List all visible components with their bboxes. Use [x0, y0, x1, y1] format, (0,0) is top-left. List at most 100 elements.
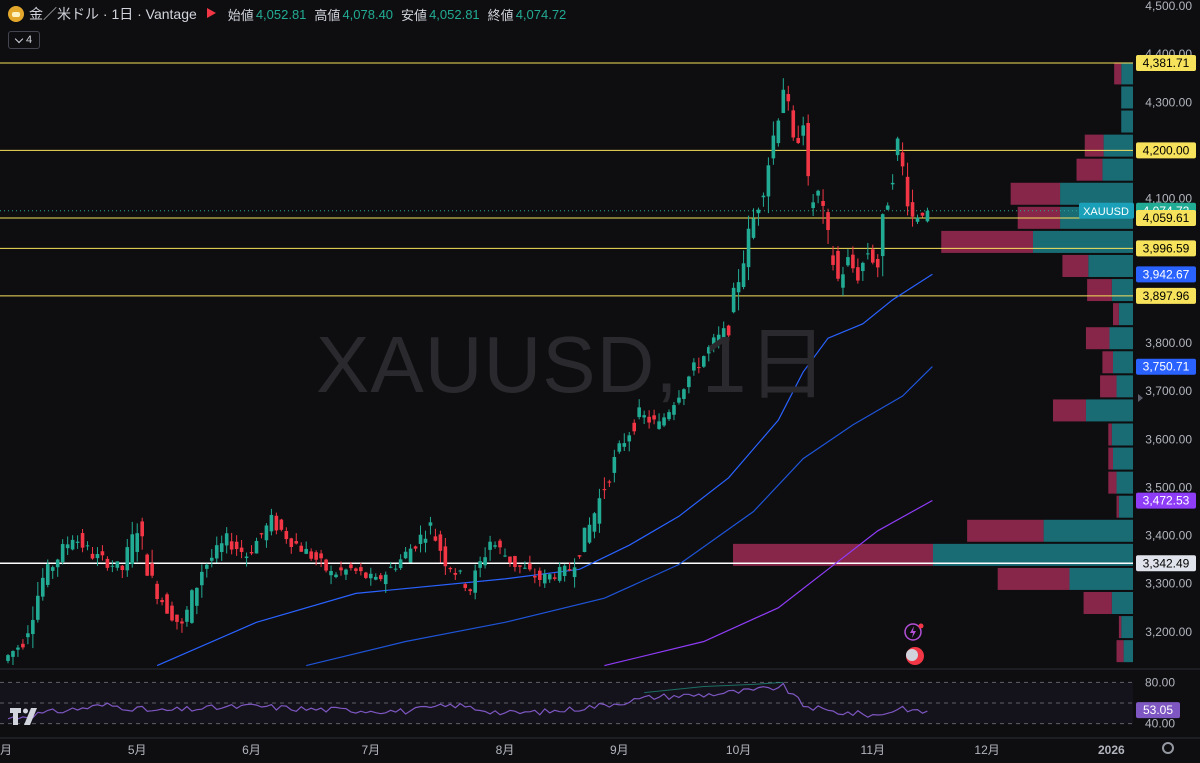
- candle-body: [756, 209, 761, 214]
- low-label: 安値: [401, 7, 428, 23]
- candle-body: [602, 489, 607, 491]
- candle-body: [706, 347, 711, 354]
- candle-body: [771, 135, 776, 159]
- candle-body: [741, 263, 746, 288]
- candle-body: [120, 565, 125, 571]
- candle-body: [383, 574, 388, 585]
- candle-body: [85, 545, 90, 547]
- volume-profile-up-bar: [1121, 62, 1133, 85]
- candle-body: [200, 571, 204, 586]
- candle-body: [130, 534, 135, 564]
- volume-profile-down-bar: [1116, 640, 1124, 663]
- candle-body: [567, 569, 572, 571]
- candle-body: [518, 565, 522, 567]
- candle-body: [254, 540, 259, 554]
- candle-body: [448, 567, 453, 570]
- candle-body: [408, 548, 413, 563]
- candle-body: [736, 282, 741, 293]
- candle-body: [547, 574, 552, 580]
- candle-body: [632, 422, 637, 432]
- symbol-price-tag: [1079, 202, 1134, 219]
- price-label-text: 3,342.49: [1143, 556, 1190, 570]
- candle-body: [269, 514, 274, 532]
- price-label-badge: [1136, 54, 1196, 71]
- candle-body: [105, 558, 110, 568]
- us-flag-inner-icon: [906, 649, 918, 661]
- volume-profile-down-bar: [967, 519, 1044, 542]
- candle-body: [289, 538, 294, 547]
- candle-body: [334, 574, 338, 578]
- candle-body: [791, 110, 796, 138]
- candle-body: [359, 567, 363, 572]
- candle-body: [711, 337, 716, 346]
- candle-body: [165, 594, 169, 614]
- volume-profile-up-bar: [1111, 592, 1133, 615]
- candle-body: [697, 367, 701, 369]
- candle-body: [642, 415, 646, 418]
- volume-profile-down-bar: [1114, 62, 1122, 85]
- volume-profile-down-bar: [1084, 134, 1104, 157]
- volume-profile-down-bar: [1118, 616, 1122, 639]
- candle-body: [244, 556, 249, 559]
- candle-body: [513, 556, 517, 567]
- open-value: 4,052.81: [255, 6, 307, 22]
- tradingview-logo-icon[interactable]: [10, 706, 42, 726]
- candle-body: [458, 570, 463, 572]
- candle-body: [572, 567, 577, 578]
- price-axis-tick-label: 3,700.00: [1145, 384, 1192, 398]
- volume-profile-up-bar: [1116, 471, 1133, 494]
- candle-body: [657, 421, 661, 429]
- time-axis-tick-label: 10月: [726, 743, 751, 757]
- rsi-overbought-fill: [644, 681, 784, 694]
- volume-profile-down-bar: [1108, 447, 1113, 470]
- candle-body: [364, 572, 368, 578]
- candle-body: [498, 540, 502, 548]
- candle-body: [155, 583, 159, 600]
- candle-body: [463, 584, 468, 588]
- candle-body: [398, 559, 403, 569]
- volume-profile-up-bar: [1033, 230, 1133, 253]
- volume-profile-up-bar: [1123, 640, 1133, 663]
- candle-body: [880, 214, 885, 257]
- candle-body: [259, 533, 264, 535]
- gear-icon[interactable]: [1162, 742, 1174, 754]
- candle-body: [776, 120, 781, 144]
- candle-body: [418, 534, 423, 544]
- volume-profile-up-bar: [1085, 399, 1133, 422]
- candle-body: [582, 527, 587, 553]
- flag-icon[interactable]: [206, 8, 216, 18]
- candle-body: [50, 567, 55, 571]
- candle-body: [180, 621, 184, 624]
- volume-profile-up-bar: [1118, 495, 1133, 518]
- volume-profile-down-bar: [997, 567, 1070, 590]
- price-axis-tick-label: 4,100.00: [1145, 192, 1192, 206]
- indicators-toggle-button[interactable]: 4: [8, 31, 40, 49]
- candle-body: [75, 541, 80, 543]
- candle-body: [905, 176, 910, 207]
- price-label-text: 3,897.96: [1143, 289, 1190, 303]
- candle-body: [60, 544, 65, 563]
- volume-profile-down-bar: [941, 230, 1033, 253]
- candle-body: [806, 123, 810, 177]
- time-axis-tick-label: 7月: [361, 743, 380, 757]
- candle-body: [284, 531, 289, 540]
- symbol-title[interactable]: 金／米ドル · 1日 · Vantage: [29, 6, 197, 22]
- price-label-text: 4,200.00: [1143, 143, 1190, 157]
- candle-body: [229, 541, 234, 550]
- candle-body: [508, 556, 512, 563]
- candle-body: [647, 416, 651, 423]
- candle-body: [801, 125, 805, 136]
- candle-body: [816, 190, 820, 196]
- candle-body: [652, 415, 656, 420]
- price-axis-tick-label: 3,600.00: [1145, 432, 1192, 446]
- price-axis-tick-label: 4,500.00: [1145, 0, 1192, 13]
- candle-body: [493, 545, 497, 547]
- candle-body: [90, 553, 95, 559]
- price-label-badge: [1136, 142, 1196, 159]
- candle-body: [821, 201, 825, 206]
- candle-body: [910, 202, 915, 217]
- price-label-text: 3,472.53: [1143, 494, 1190, 508]
- moving-average-line: [156, 273, 933, 667]
